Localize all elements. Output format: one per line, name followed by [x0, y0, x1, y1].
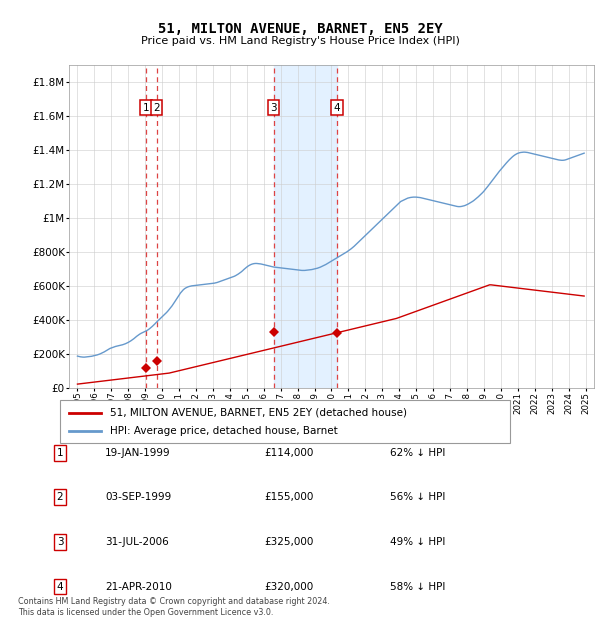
Text: HPI: Average price, detached house, Barnet: HPI: Average price, detached house, Barn… — [110, 426, 337, 436]
Text: 3: 3 — [56, 537, 64, 547]
Text: 51, MILTON AVENUE, BARNET, EN5 2EY: 51, MILTON AVENUE, BARNET, EN5 2EY — [158, 22, 442, 36]
Text: Price paid vs. HM Land Registry's House Price Index (HPI): Price paid vs. HM Land Registry's House … — [140, 36, 460, 46]
Text: 51, MILTON AVENUE, BARNET, EN5 2EY (detached house): 51, MILTON AVENUE, BARNET, EN5 2EY (deta… — [110, 408, 407, 418]
Text: £320,000: £320,000 — [264, 582, 313, 591]
Text: 21-APR-2010: 21-APR-2010 — [105, 582, 172, 591]
Text: 03-SEP-1999: 03-SEP-1999 — [105, 492, 171, 502]
Text: £325,000: £325,000 — [264, 537, 313, 547]
Text: 31-JUL-2006: 31-JUL-2006 — [105, 537, 169, 547]
Text: 49% ↓ HPI: 49% ↓ HPI — [390, 537, 445, 547]
Text: 2: 2 — [153, 102, 160, 112]
Text: 3: 3 — [270, 102, 277, 112]
Text: 1: 1 — [143, 102, 149, 112]
Text: 1: 1 — [56, 448, 64, 458]
Text: 4: 4 — [334, 102, 340, 112]
Text: Contains HM Land Registry data © Crown copyright and database right 2024.
This d: Contains HM Land Registry data © Crown c… — [18, 598, 330, 617]
Text: 19-JAN-1999: 19-JAN-1999 — [105, 448, 170, 458]
Text: 56% ↓ HPI: 56% ↓ HPI — [390, 492, 445, 502]
Text: 58% ↓ HPI: 58% ↓ HPI — [390, 582, 445, 591]
Text: 62% ↓ HPI: 62% ↓ HPI — [390, 448, 445, 458]
Text: 2: 2 — [56, 492, 64, 502]
Bar — [274, 65, 337, 388]
Text: £155,000: £155,000 — [264, 492, 313, 502]
Text: 4: 4 — [56, 582, 64, 591]
FancyBboxPatch shape — [60, 400, 510, 443]
Text: £114,000: £114,000 — [264, 448, 313, 458]
